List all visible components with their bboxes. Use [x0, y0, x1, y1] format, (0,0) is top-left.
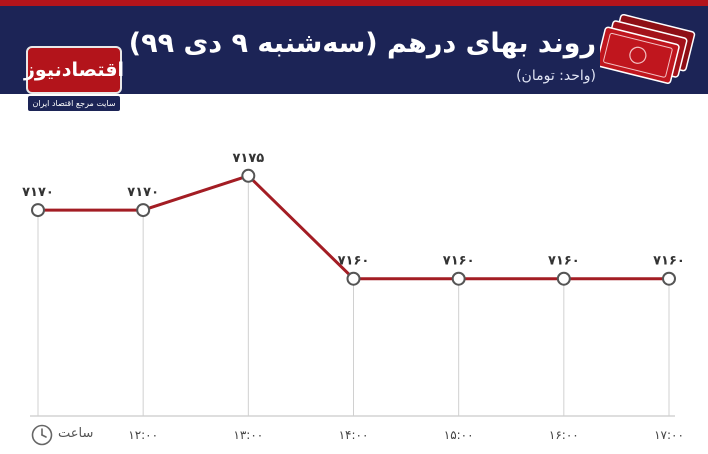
data-label: ۷۱۶۰: [338, 254, 370, 269]
data-label: ۷۱۷۰: [22, 185, 54, 200]
x-tick-label: ۱۶:۰۰: [549, 428, 579, 442]
data-point: [346, 271, 361, 286]
data-point: [451, 271, 466, 286]
unit-label: (واحد: تومان): [516, 68, 596, 84]
logo-tagline: سایت مرجع اقتصاد ایران: [28, 96, 120, 111]
data-point: [241, 168, 256, 183]
data-label: ۷۱۶۰: [443, 254, 475, 269]
logo: اقتصادنیوز سایت مرجع اقتصاد ایران: [24, 46, 124, 116]
x-tick-label: ۱۷:۰۰: [654, 428, 684, 442]
data-point: [556, 271, 571, 286]
data-label: ۷۱۶۰: [548, 254, 580, 269]
top-accent-stripe: [0, 0, 708, 6]
data-label: ۷۱۷۰: [127, 185, 159, 200]
x-tick-label: ۱۳:۰۰: [233, 428, 263, 442]
data-label: ۷۱۷۵: [232, 151, 264, 166]
money-bills-icon: [600, 13, 696, 84]
data-point: [662, 271, 676, 286]
clock-icon: [31, 424, 53, 446]
x-tick-label: ۱۵:۰۰: [444, 428, 474, 442]
data-point: [31, 203, 45, 218]
x-tick-label: ۱۲:۰۰: [128, 428, 158, 442]
logo-wordmark: اقتصادنیوز: [24, 46, 124, 94]
line-chart: ۷۱۷۰ ۷۱۷۰ ۷۱۷۵ ۷۱۶۰ ۷۱۶۰ ۷۱۶۰ ۷۱۶۰ ۱۲:۰۰ ۱۳:۰۰ ۱۴…: [22, 151, 685, 442]
chart-title: روند بهای درهم (سه‌شنبه ۹ دی ۹۹): [128, 28, 596, 59]
x-tick-label: ۱۴:۰۰: [339, 428, 369, 442]
data-label: ۷۱۶۰: [653, 254, 685, 269]
data-point: [136, 203, 151, 218]
x-axis-title: ساعت: [58, 426, 94, 441]
